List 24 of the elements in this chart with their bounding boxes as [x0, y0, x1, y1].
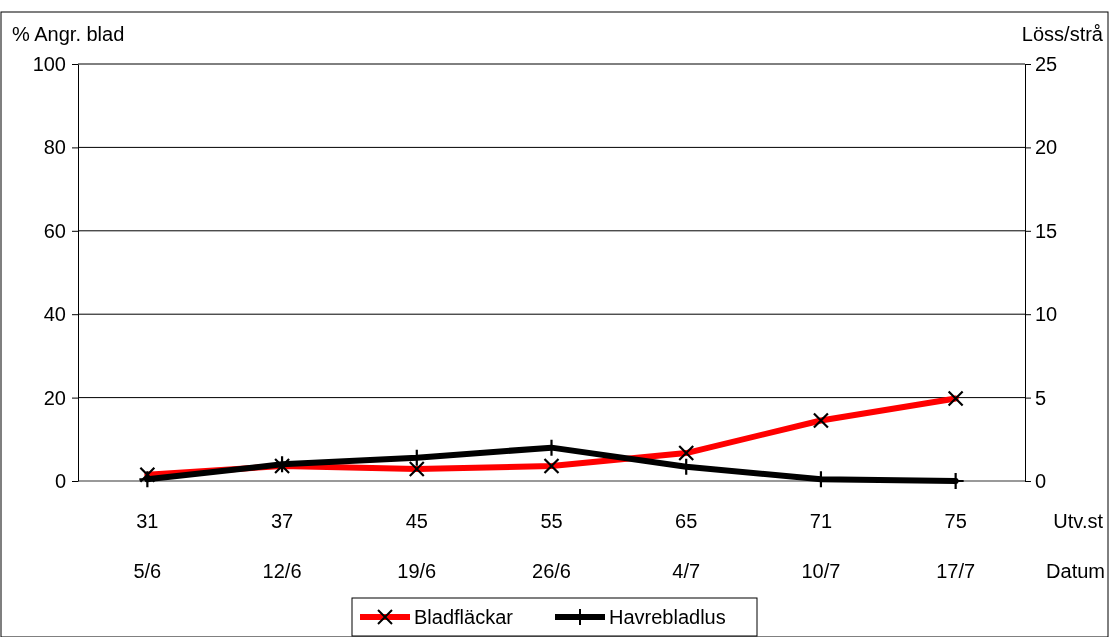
category-label: 37 12/6: [262, 510, 302, 582]
y2-tick-label: 20: [1035, 136, 1058, 159]
y-tick-label: 20: [43, 386, 66, 409]
y2-tick-label: 0: [1035, 469, 1047, 492]
legend-label: Bladfläckar: [414, 606, 514, 628]
legend-label: Havrebladlus: [609, 606, 726, 628]
category-label: 71 10/7: [801, 510, 841, 582]
y-tick-label: 0: [54, 469, 66, 492]
y2-tick-label: 15: [1035, 219, 1058, 242]
text: Utv.st Datum: [1046, 510, 1105, 582]
y-axis-title: % Angr. blad: [12, 23, 125, 45]
y2-axis-title: Löss/strå: [1021, 23, 1104, 45]
y2-tick-label: 5: [1035, 386, 1047, 409]
y-tick-label: 60: [43, 219, 66, 242]
y-tick-label: 100: [32, 52, 66, 75]
category-label: 55 26/6: [532, 510, 571, 582]
category-label: 65 4/7: [672, 510, 701, 582]
y-tick-label: 40: [43, 303, 66, 326]
y2-tick-label: 10: [1035, 303, 1058, 326]
category-label: 45 19/6: [397, 510, 437, 582]
y2-tick-label: 25: [1035, 52, 1058, 75]
category-label: 75 17/7: [936, 510, 976, 582]
y-tick-label: 80: [43, 136, 66, 159]
category-label: 31 5/6: [133, 510, 162, 582]
